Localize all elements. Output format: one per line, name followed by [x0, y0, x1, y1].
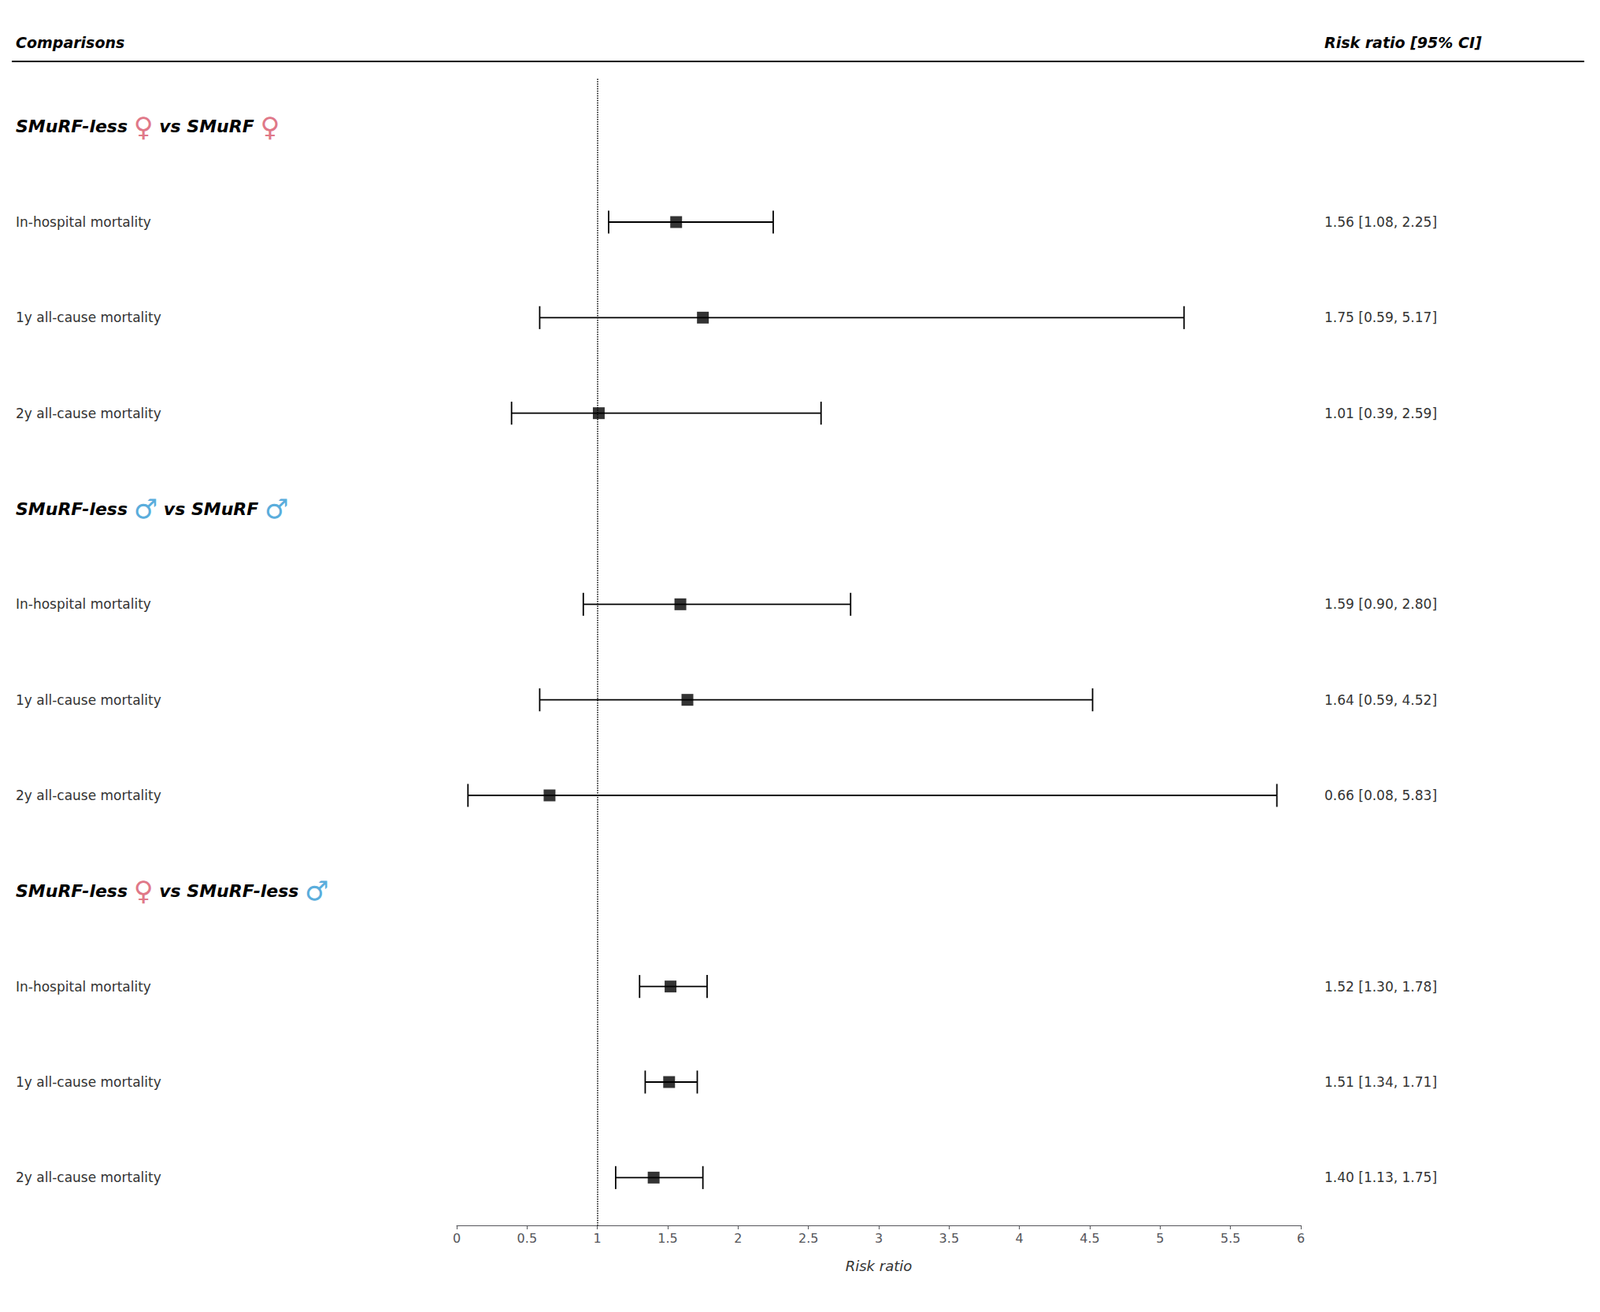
svg-text:1y all-cause mortality: 1y all-cause mortality [15, 692, 162, 708]
svg-text:3.5: 3.5 [939, 1230, 960, 1246]
svg-text:2: 2 [733, 1230, 742, 1246]
svg-text:1.01 [0.39, 2.59]: 1.01 [0.39, 2.59] [1324, 405, 1438, 422]
svg-text:4.5: 4.5 [1079, 1230, 1100, 1246]
svg-text:In-hospital mortality: In-hospital mortality [15, 596, 152, 612]
svg-text:Risk ratio [95% CI]: Risk ratio [95% CI] [1324, 33, 1482, 52]
svg-text:♂: ♂ [264, 492, 289, 525]
svg-text:SMuRF-less: SMuRF-less [15, 881, 134, 901]
svg-text:vs SMuRF-less: vs SMuRF-less [153, 881, 305, 901]
svg-text:1.51 [1.34, 1.71]: 1.51 [1.34, 1.71] [1324, 1074, 1438, 1090]
svg-text:1.40 [1.13, 1.75]: 1.40 [1.13, 1.75] [1324, 1169, 1438, 1186]
svg-text:0.66 [0.08, 5.83]: 0.66 [0.08, 5.83] [1324, 787, 1438, 804]
svg-text:4: 4 [1015, 1230, 1024, 1246]
svg-text:5: 5 [1155, 1230, 1164, 1246]
svg-text:1.5: 1.5 [657, 1230, 678, 1246]
svg-text:1.59 [0.90, 2.80]: 1.59 [0.90, 2.80] [1324, 596, 1438, 612]
svg-text:♂: ♂ [304, 874, 329, 907]
svg-text:1.75 [0.59, 5.17]: 1.75 [0.59, 5.17] [1324, 309, 1438, 326]
svg-text:♀: ♀ [259, 111, 280, 143]
svg-text:Risk ratio: Risk ratio [845, 1257, 913, 1275]
svg-text:1y all-cause mortality: 1y all-cause mortality [15, 1074, 162, 1090]
svg-text:2y all-cause mortality: 2y all-cause mortality [15, 1169, 162, 1186]
svg-text:vs SMuRF: vs SMuRF [157, 499, 265, 519]
svg-text:1y all-cause mortality: 1y all-cause mortality [15, 309, 162, 326]
svg-text:♀: ♀ [133, 874, 154, 907]
svg-text:1: 1 [593, 1230, 602, 1246]
svg-text:vs SMuRF: vs SMuRF [153, 116, 261, 137]
svg-text:♀: ♀ [133, 111, 154, 143]
svg-text:2y all-cause mortality: 2y all-cause mortality [15, 405, 162, 422]
svg-text:2.5: 2.5 [798, 1230, 819, 1246]
svg-text:SMuRF-less: SMuRF-less [15, 499, 134, 519]
svg-text:♂: ♂ [133, 492, 158, 525]
svg-text:6: 6 [1296, 1230, 1305, 1246]
svg-text:0: 0 [452, 1230, 461, 1246]
svg-text:1.64 [0.59, 4.52]: 1.64 [0.59, 4.52] [1324, 692, 1438, 708]
svg-text:5.5: 5.5 [1220, 1230, 1241, 1246]
svg-text:3: 3 [874, 1230, 883, 1246]
svg-text:0.5: 0.5 [517, 1230, 538, 1246]
svg-text:1.52 [1.30, 1.78]: 1.52 [1.30, 1.78] [1324, 978, 1438, 995]
svg-text:In-hospital mortality: In-hospital mortality [15, 214, 152, 230]
svg-text:SMuRF-less: SMuRF-less [15, 116, 134, 137]
svg-text:Comparisons: Comparisons [15, 33, 125, 52]
svg-text:1.56 [1.08, 2.25]: 1.56 [1.08, 2.25] [1324, 214, 1438, 230]
svg-text:In-hospital mortality: In-hospital mortality [15, 978, 152, 995]
svg-text:2y all-cause mortality: 2y all-cause mortality [15, 787, 162, 804]
